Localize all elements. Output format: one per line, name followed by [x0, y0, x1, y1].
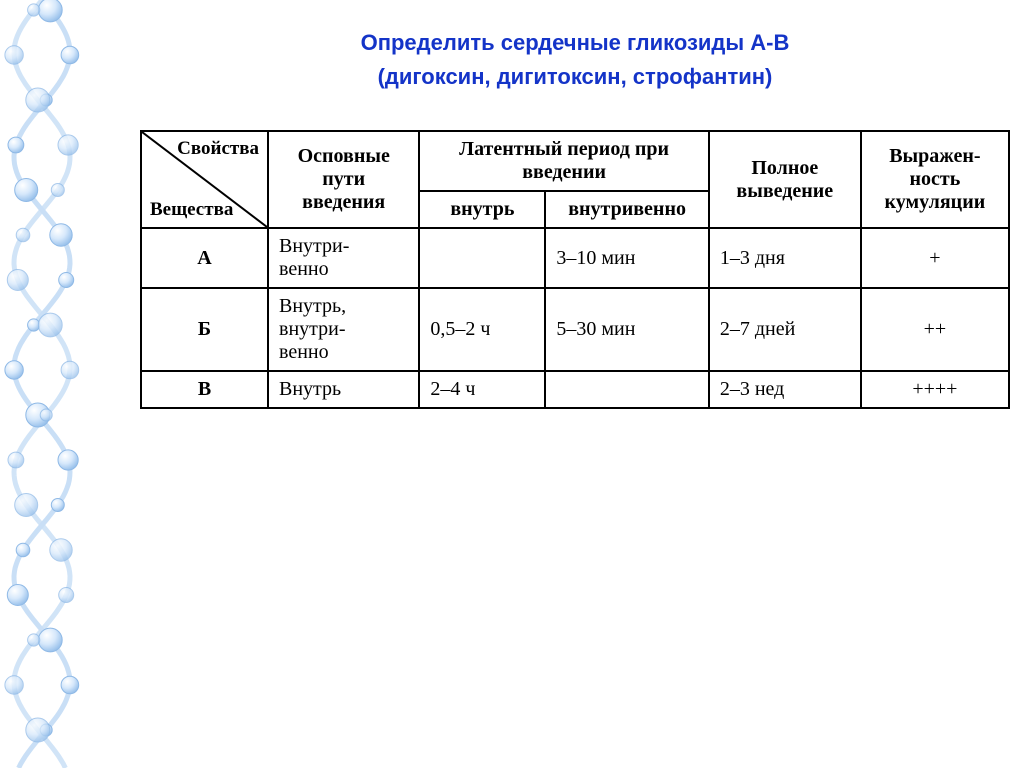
cell-route: Внутри-венно: [268, 228, 419, 288]
diag-header: Свойства Вещества: [141, 131, 268, 228]
page-subtitle: (дигоксин, дигитоксин, строфантин): [140, 64, 1010, 90]
cell-latent-oral: 2–4 ч: [419, 371, 545, 408]
cell-route: Внутрь: [268, 371, 419, 408]
row-label: В: [141, 371, 268, 408]
cell-latent-iv: 3–10 мин: [545, 228, 708, 288]
cell-cumulation: +: [861, 228, 1009, 288]
col-cumulation: Выражен-ность кумуляции: [861, 131, 1009, 228]
table-row: ВВнутрь2–4 ч 2–3 нед++++: [141, 371, 1009, 408]
col-latent-iv: внутривенно: [545, 191, 708, 228]
col-latent-oral: внутрь: [419, 191, 545, 228]
cell-elimination: 2–7 дней: [709, 288, 861, 371]
cell-latent-iv: [545, 371, 708, 408]
table-row: БВнутрь, внутри-венно0,5–2 ч5–30 мин2–7 …: [141, 288, 1009, 371]
col-latent: Латентный период при введении: [419, 131, 708, 191]
diag-bottom-label: Вещества: [150, 199, 233, 221]
cell-route: Внутрь, внутри-венно: [268, 288, 419, 371]
table-row: АВнутри-венно 3–10 мин1–3 дня+: [141, 228, 1009, 288]
cell-latent-iv: 5–30 мин: [545, 288, 708, 371]
cell-cumulation: ++: [861, 288, 1009, 371]
glycosides-table: Свойства Вещества Осповные пути введения…: [140, 130, 1010, 409]
cell-elimination: 1–3 дня: [709, 228, 861, 288]
col-elimination: Полное выведение: [709, 131, 861, 228]
diag-top-label: Свойства: [177, 138, 259, 160]
page-title: Определить сердечные гликозиды А-В: [140, 30, 1010, 56]
row-label: А: [141, 228, 268, 288]
cell-latent-oral: 0,5–2 ч: [419, 288, 545, 371]
row-label: Б: [141, 288, 268, 371]
cell-cumulation: ++++: [861, 371, 1009, 408]
cell-latent-oral: [419, 228, 545, 288]
col-routes: Осповные пути введения: [268, 131, 419, 228]
dna-helix-decoration: [0, 0, 85, 768]
cell-elimination: 2–3 нед: [709, 371, 861, 408]
